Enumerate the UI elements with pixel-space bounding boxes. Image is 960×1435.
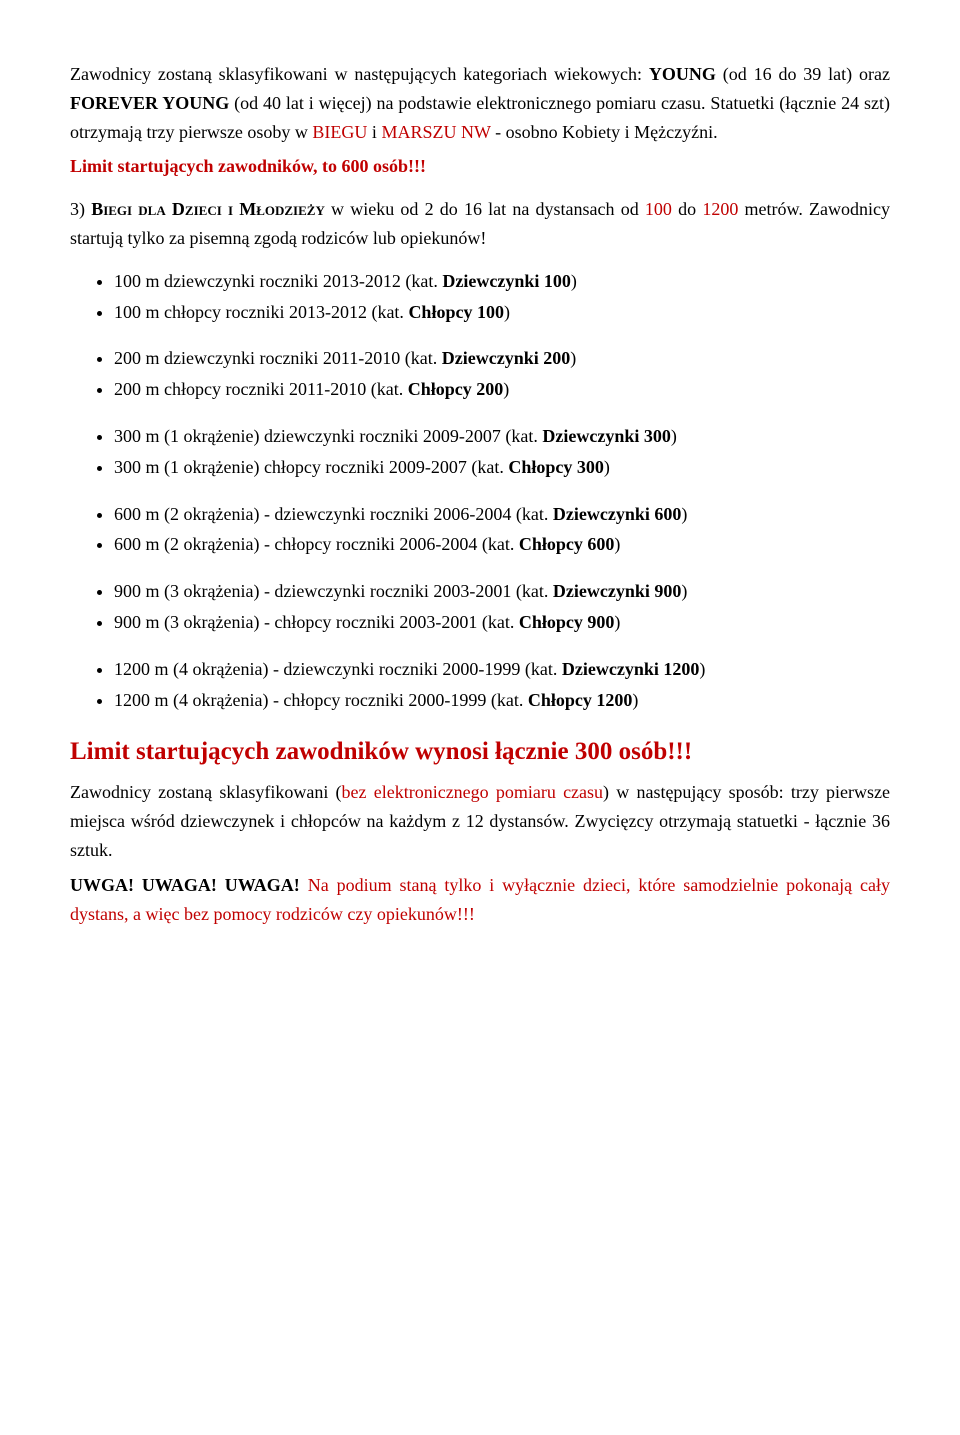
list-item: 900 m (3 okrążenia) - chłopcy roczniki 2…	[114, 608, 890, 637]
no-electronic-timing: bez elektronicznego pomiaru czasu	[342, 782, 604, 802]
cat: Chłopcy 300	[508, 457, 604, 477]
cat: Chłopcy 200	[408, 379, 504, 399]
group-900: 900 m (3 okrążenia) - dziewczynki roczni…	[70, 577, 890, 637]
cat: Chłopcy 600	[519, 534, 615, 554]
cat: Dziewczynki 600	[553, 504, 681, 524]
text: 1200 m (4 okrążenia) - dziewczynki roczn…	[114, 659, 562, 679]
group-600: 600 m (2 okrążenia) - dziewczynki roczni…	[70, 500, 890, 560]
text: 200 m chłopcy roczniki 2011-2010 (kat.	[114, 379, 408, 399]
cat: Chłopcy 1200	[528, 690, 633, 710]
text: )	[632, 690, 638, 710]
text: 300 m (1 okrążenie) chłopcy roczniki 200…	[114, 457, 508, 477]
list-item: 900 m (3 okrążenia) - dziewczynki roczni…	[114, 577, 890, 606]
intro-paragraph: Zawodnicy zostaną sklasyfikowani w nastę…	[70, 60, 890, 146]
text: i	[367, 122, 381, 142]
section-3: 3) Biegi dla Dzieci i Młodzieży w wieku …	[70, 195, 890, 253]
group-100: 100 m dziewczynki roczniki 2013-2012 (ka…	[70, 267, 890, 327]
cat: Dziewczynki 200	[442, 348, 570, 368]
cat: Dziewczynki 300	[542, 426, 670, 446]
text: w wieku od 2 do 16 lat na dystansach od	[325, 199, 645, 219]
text: 100 m chłopcy roczniki 2013-2012 (kat.	[114, 302, 408, 322]
cat: Dziewczynki 1200	[562, 659, 699, 679]
list-item: 600 m (2 okrążenia) - dziewczynki roczni…	[114, 500, 890, 529]
section-3-paragraph: 3) Biegi dla Dzieci i Młodzieży w wieku …	[70, 195, 890, 253]
list-item: 600 m (2 okrążenia) - chłopcy roczniki 2…	[114, 530, 890, 559]
text: )	[503, 379, 509, 399]
marszu-nw-label: MARSZU NW	[381, 122, 490, 142]
text: 300 m (1 okrążenie) dziewczynki roczniki…	[114, 426, 542, 446]
text: )	[604, 457, 610, 477]
forever-young-label: FOREVER YOUNG	[70, 93, 229, 113]
group-200: 200 m dziewczynki roczniki 2011-2010 (ka…	[70, 344, 890, 404]
dist-100: 100	[645, 199, 672, 219]
text: 900 m (3 okrążenia) - chłopcy roczniki 2…	[114, 612, 519, 632]
closing-paragraph: Zawodnicy zostaną sklasyfikowani (bez el…	[70, 778, 890, 864]
list-item: 100 m dziewczynki roczniki 2013-2012 (ka…	[114, 267, 890, 296]
text: )	[504, 302, 510, 322]
intro-block: Zawodnicy zostaną sklasyfikowani w nastę…	[70, 60, 890, 181]
text: (od 16 do 39 lat) oraz	[716, 64, 890, 84]
dist-1200: 1200	[702, 199, 738, 219]
text: 600 m (2 okrążenia) - chłopcy roczniki 2…	[114, 534, 519, 554]
text: 1200 m (4 okrążenia) - chłopcy roczniki …	[114, 690, 528, 710]
text: )	[681, 504, 687, 524]
text: )	[614, 612, 620, 632]
warning-paragraph: UWGA! UWAGA! UWAGA! Na podium staną tylk…	[70, 871, 890, 929]
cat: Chłopcy 900	[519, 612, 615, 632]
text: )	[614, 534, 620, 554]
text: - osobno Kobiety i Mężczyźni.	[491, 122, 718, 142]
text: Zawodnicy zostaną sklasyfikowani (	[70, 782, 342, 802]
group-1200: 1200 m (4 okrążenia) - dziewczynki roczn…	[70, 655, 890, 715]
list-item: 100 m chłopcy roczniki 2013-2012 (kat. C…	[114, 298, 890, 327]
list-item: 200 m dziewczynki roczniki 2011-2010 (ka…	[114, 344, 890, 373]
text: 200 m dziewczynki roczniki 2011-2010 (ka…	[114, 348, 442, 368]
text: )	[570, 348, 576, 368]
group-300: 300 m (1 okrążenie) dziewczynki roczniki…	[70, 422, 890, 482]
limit-600: Limit startujących zawodników, to 600 os…	[70, 152, 890, 181]
bieg-label: BIEGU	[312, 122, 367, 142]
text: do	[672, 199, 702, 219]
list-item: 1200 m (4 okrążenia) - dziewczynki roczn…	[114, 655, 890, 684]
list-item: 300 m (1 okrążenie) chłopcy roczniki 200…	[114, 453, 890, 482]
cat: Dziewczynki 100	[442, 271, 570, 291]
text: 100 m dziewczynki roczniki 2013-2012 (ka…	[114, 271, 442, 291]
young-label: YOUNG	[649, 64, 716, 84]
list-item: 200 m chłopcy roczniki 2011-2010 (kat. C…	[114, 375, 890, 404]
warning-label: UWGA! UWAGA! UWAGA!	[70, 875, 300, 895]
limit-300-title: Limit startujących zawodników wynosi łąc…	[70, 732, 890, 772]
text: Zawodnicy zostaną sklasyfikowani w nastę…	[70, 64, 649, 84]
text: )	[671, 426, 677, 446]
text: 3)	[70, 199, 91, 219]
text: )	[571, 271, 577, 291]
cat: Chłopcy 100	[408, 302, 504, 322]
cat: Dziewczynki 900	[553, 581, 681, 601]
text: 600 m (2 okrążenia) - dziewczynki roczni…	[114, 504, 553, 524]
list-item: 1200 m (4 okrążenia) - chłopcy roczniki …	[114, 686, 890, 715]
text: )	[681, 581, 687, 601]
biegi-title: Biegi dla Dzieci i Młodzieży	[91, 199, 325, 219]
text: 900 m (3 okrążenia) - dziewczynki roczni…	[114, 581, 553, 601]
text: )	[699, 659, 705, 679]
list-item: 300 m (1 okrążenie) dziewczynki roczniki…	[114, 422, 890, 451]
